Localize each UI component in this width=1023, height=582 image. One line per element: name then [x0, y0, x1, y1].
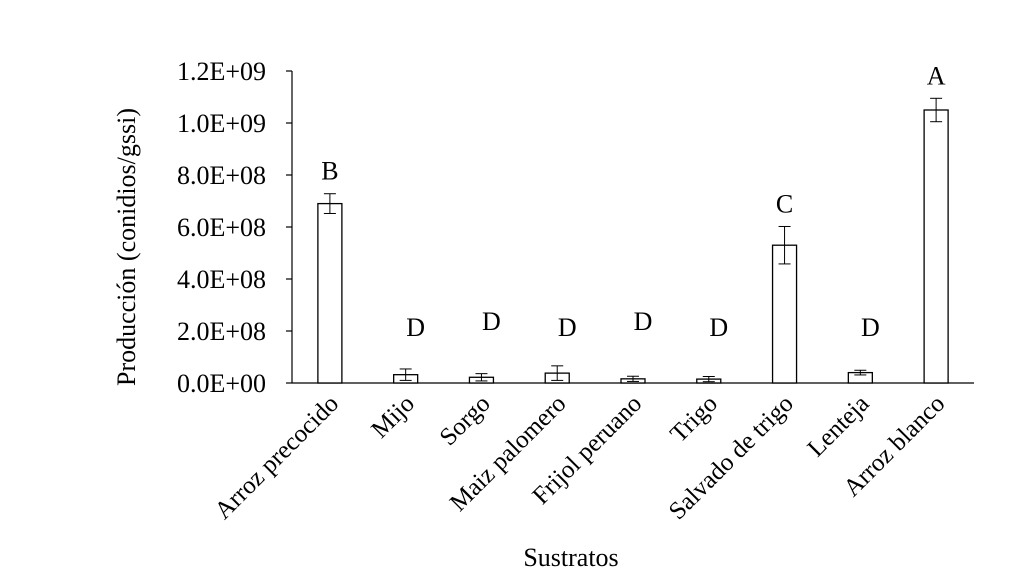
- group-letters: B D D D D D C D A: [321, 61, 946, 342]
- category-label: Lenteja: [802, 390, 874, 462]
- y-axis-title: Producción (conidios/gssi): [112, 108, 141, 386]
- group-letter: D: [634, 307, 653, 336]
- y-tick-label: 4.0E+08: [177, 265, 266, 294]
- group-letter: D: [861, 313, 880, 342]
- error-bar: [930, 97, 943, 123]
- bar: [923, 109, 949, 384]
- group-letter: A: [927, 61, 946, 90]
- bar: [317, 202, 343, 384]
- error-bar: [778, 225, 791, 265]
- category-label: Mijo: [366, 390, 419, 443]
- y-tick-label: 8.0E+08: [177, 161, 266, 190]
- group-letter: D: [406, 313, 425, 342]
- error-bar: [854, 369, 867, 376]
- y-tick-label: 0.0E+00: [177, 369, 266, 398]
- category-label: Trigo: [665, 390, 723, 448]
- group-letter: B: [321, 157, 338, 186]
- category-label: Arroz precocido: [210, 390, 344, 524]
- error-bar: [627, 375, 639, 382]
- error-bar: [323, 193, 336, 214]
- group-letter: D: [482, 307, 501, 336]
- group-letter: D: [558, 313, 577, 342]
- error-bar: [551, 365, 564, 381]
- y-axis: 0.0E+00 2.0E+08 4.0E+08 6.0E+08 8.0E+08 1.0E+…: [177, 57, 293, 398]
- bars: [317, 109, 949, 384]
- bar: [771, 244, 798, 384]
- error-bar: [475, 373, 488, 382]
- error-bars: [323, 97, 943, 383]
- y-tick-label: 6.0E+08: [177, 213, 266, 242]
- error-bar: [399, 368, 412, 381]
- x-axis-title: Sustratos: [523, 543, 618, 572]
- group-letter: C: [776, 189, 793, 218]
- y-tick-label: 1.2E+09: [177, 57, 266, 86]
- y-tick-label: 2.0E+08: [177, 317, 266, 346]
- category-label: Sorgo: [435, 390, 496, 451]
- y-tick-label: 1.0E+09: [177, 109, 266, 138]
- error-bar: [702, 376, 715, 383]
- group-letter: D: [709, 313, 728, 342]
